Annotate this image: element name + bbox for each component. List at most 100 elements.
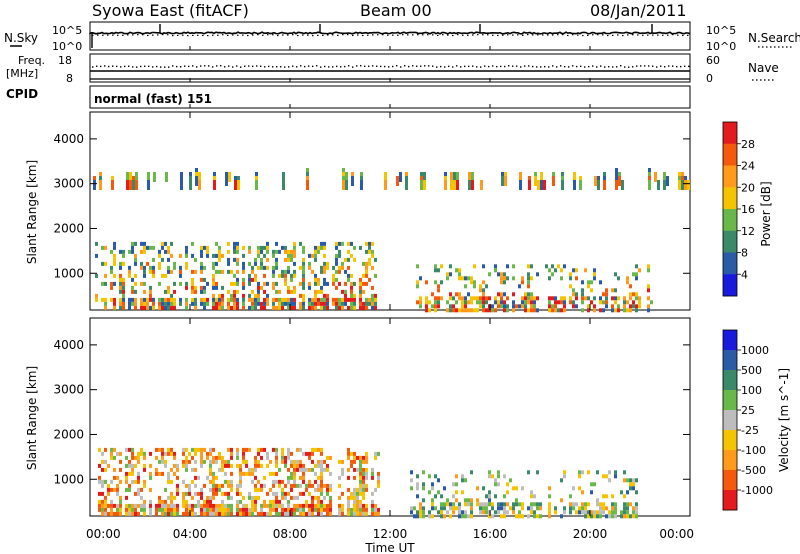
echo-cell <box>563 300 566 305</box>
nave-dot <box>484 65 486 67</box>
echo-cell <box>356 455 359 460</box>
echo-cell <box>344 289 347 294</box>
echo-cell <box>167 257 170 262</box>
echo-cell <box>504 176 507 186</box>
echo-cell <box>101 245 104 250</box>
echo-cell <box>248 297 251 302</box>
noise-search-dot <box>577 34 579 36</box>
nave-dot <box>548 66 550 68</box>
echo-cell <box>350 297 353 302</box>
x-axis-ticks: 00:00 04:00 08:00 12:00 16:00 20:00 00:00 <box>86 46 694 541</box>
echo-cell <box>272 483 275 488</box>
nave-dot <box>224 66 226 68</box>
echo-cell <box>536 272 539 277</box>
echo-cell <box>626 280 629 285</box>
echo-cell <box>263 305 266 310</box>
echo-cell <box>242 293 245 298</box>
echo-cell <box>500 304 503 309</box>
colorbar-tick-label: 25 <box>741 404 755 417</box>
echo-cell <box>561 180 564 190</box>
echo-cell <box>110 249 113 254</box>
echo-cell <box>143 479 146 484</box>
echo-cell <box>512 486 515 491</box>
echo-cell <box>449 304 452 309</box>
echo-cell <box>581 470 584 475</box>
nave-dot <box>444 66 446 68</box>
echo-cell <box>165 172 168 182</box>
echo-cell <box>371 301 374 306</box>
echo-cell <box>581 502 584 507</box>
echo-cell <box>362 475 365 480</box>
echo-cell <box>326 491 329 496</box>
echo-cell <box>176 487 179 492</box>
echo-cell <box>125 507 128 512</box>
echo-cell <box>461 308 464 313</box>
echo-cell <box>552 176 555 186</box>
echo-cell <box>320 305 323 310</box>
nave-dot <box>420 65 422 67</box>
echo-cell <box>140 265 143 270</box>
echo-cell <box>530 502 533 507</box>
echo-cell <box>302 297 305 302</box>
echo-cell <box>603 180 606 190</box>
echo-cell <box>437 478 440 483</box>
echo-cell <box>180 172 183 182</box>
colorbar-segment <box>723 490 737 511</box>
echo-cell <box>560 276 563 281</box>
echo-cell <box>287 467 290 472</box>
echo-cell <box>158 281 161 286</box>
echo-cell <box>537 180 540 190</box>
echo-cell <box>143 297 146 302</box>
echo-cell <box>245 463 248 468</box>
echo-cell <box>200 491 203 496</box>
echo-cell <box>236 249 239 254</box>
echo-cell <box>371 285 374 290</box>
echo-cell <box>218 451 221 456</box>
echo-cell <box>506 264 509 269</box>
echo-cell <box>416 510 419 515</box>
echo-cell <box>434 280 437 285</box>
echo-cell <box>503 276 506 281</box>
echo-cell <box>242 495 245 500</box>
echo-cell <box>189 180 192 190</box>
nave-dot <box>488 65 490 68</box>
echo-cell <box>302 491 305 496</box>
echo-cell <box>341 467 344 472</box>
echo-cell <box>119 297 122 302</box>
echo-cell <box>95 241 98 246</box>
echo-cell <box>314 253 317 258</box>
echo-cell <box>203 289 206 294</box>
echo-cell <box>326 463 329 468</box>
echo-cell <box>281 305 284 310</box>
echo-cell <box>281 269 284 274</box>
echo-cell <box>287 455 290 460</box>
nave-dot <box>564 65 566 68</box>
echo-cell <box>236 511 239 516</box>
freq-left-tick-bottom: 8 <box>66 72 73 85</box>
echo-cell <box>275 261 278 266</box>
echo-cell <box>305 503 308 508</box>
echo-cell <box>125 511 128 516</box>
echo-cell <box>488 490 491 495</box>
echo-cell <box>350 463 353 468</box>
echo-cell <box>320 245 323 250</box>
nave-dot <box>628 66 630 68</box>
echo-cell <box>299 467 302 472</box>
echo-cell <box>347 511 350 516</box>
echo-cell <box>197 447 200 452</box>
echo-cell <box>266 463 269 468</box>
noise-search-dot <box>417 34 419 36</box>
x-tick-label: 00:00 <box>659 527 694 541</box>
echo-cell <box>530 276 533 281</box>
echo-cell <box>116 483 119 488</box>
echo-cell <box>257 293 260 298</box>
echo-cell <box>221 459 224 464</box>
echo-cell <box>143 467 146 472</box>
echo-cell <box>323 261 326 266</box>
echo-cell <box>110 503 113 508</box>
echo-cell <box>227 249 230 254</box>
echo-cell <box>98 447 101 452</box>
nave-dot <box>440 65 442 68</box>
echo-cell <box>458 502 461 507</box>
echo-cell <box>191 277 194 282</box>
